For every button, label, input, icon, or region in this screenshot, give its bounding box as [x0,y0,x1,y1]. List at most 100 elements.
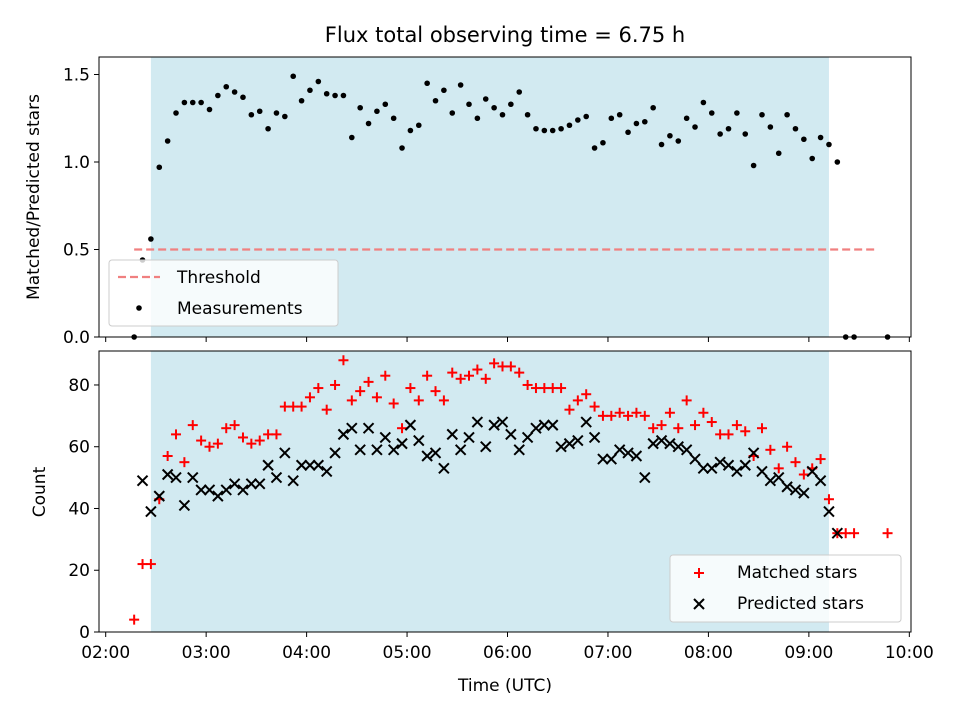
measurement-point [700,99,707,106]
y-tick-label: 80 [68,376,90,396]
measurement-point [156,164,163,171]
predicted-star-point [781,481,793,493]
predicted-star-point [664,437,676,450]
measurement-point [683,115,690,122]
measurement-point [273,110,280,116]
predicted-legend-swatch [693,598,705,610]
y-tick-label: 0.0 [63,328,90,348]
predicted-star-point [371,444,383,456]
y-tick-label: 60 [68,438,90,458]
matched-star-point [363,376,374,387]
measurement-point [323,90,330,97]
matched-star-point [179,457,190,468]
predicted-star-point [630,450,643,462]
predicted-star-point [438,462,450,475]
predicted-star-point [605,453,618,465]
matched-star-point [380,370,391,381]
measurement-point [256,108,263,115]
predicted-star-point [471,416,484,428]
matched-star-point [522,379,533,390]
predicted-star-point [547,419,559,431]
matched-star-point [355,386,366,397]
measurement-point [826,141,832,148]
predicted-star-point [320,465,333,478]
x-tick-label: 02:00 [81,643,130,663]
matched-star-point [782,441,793,452]
predicted-star-point [287,474,299,487]
measurement-point [164,138,171,144]
matched-star-point [840,528,851,539]
matched-star-point [539,383,550,394]
measurement-point [792,125,799,132]
measurement-point [415,122,422,129]
bottom-y-ticks: 0 20 40 60 80 [68,376,99,643]
measurement-point [616,111,623,118]
measurement-point [708,110,715,116]
matched-star-point [346,395,357,406]
matched-star-point [455,373,466,384]
predicted-star-point [722,459,735,471]
measurement-point [407,127,414,134]
measurement-point [541,127,548,134]
measurement-point [775,150,782,157]
matched-star-point [430,386,441,397]
predicted-star-point [521,431,534,444]
matched-star-point [489,358,500,369]
measurement-point [282,113,288,120]
predicted-star-point [697,462,710,475]
matched-star-point [304,392,315,403]
matched-star-point [597,410,608,421]
matched-star-point [740,426,751,437]
measurement-point [206,106,213,113]
measurement-point [399,145,405,151]
measurement-point [717,131,723,137]
measurement-point [181,99,188,106]
predicted-star-point [304,459,316,471]
predicted-star-point [823,505,835,518]
predicted-star-point [814,474,827,487]
matched-star-point [313,383,324,394]
matched-star-point [731,420,742,431]
matched-star-point [464,370,475,381]
matched-star-point [639,410,650,421]
matched-star-point [690,420,701,431]
matched-star-point [706,417,717,428]
matched-star-point [606,410,617,421]
matched-star-point [137,559,148,570]
measurement-point [608,115,615,122]
predicted-star-point [387,444,400,456]
measurement-point [658,141,665,148]
x-tick-label: 07:00 [583,643,632,663]
matched-star-point [254,435,265,446]
bottom-y-axis-label: Count [30,466,50,517]
x-tick-label: 04:00 [282,643,331,663]
measurement-point [809,155,816,162]
bottom-x-ticks: 02:00 03:00 04:00 05:00 06:00 07:00 08:00 09:00… [81,632,934,663]
measurement-point [834,159,841,165]
measurement-point [482,96,489,102]
bottom-panel: 0 20 40 60 80 02:00 03:00 04:00 05:00 06:00 07:00… [30,350,934,696]
predicted-star-point [228,478,241,490]
predicted-star-point [212,490,224,502]
predicted-star-point [706,462,718,475]
predicted-star-point [354,444,366,456]
chart-title: Flux total observing time = 6.75 h [325,23,685,47]
predicted-star-point [789,484,802,496]
measurement-point [575,117,581,123]
predicted-star-point [195,484,207,496]
matched-star-point [204,441,215,452]
predicted-star-point [404,419,417,431]
matched-star-point [263,429,274,440]
y-tick-label: 40 [68,499,90,519]
measurement-point [767,124,774,130]
measurement-point [725,125,732,132]
y-tick-label: 0 [79,623,90,643]
measurement-point [508,101,514,108]
matched-star-point [422,370,433,381]
matched-star-point [698,407,709,418]
predicted-star-point [446,428,458,441]
matched-star-point [773,463,784,474]
measurement-point [759,111,765,118]
matched-star-point [371,392,382,403]
predicted-star-point [153,490,165,502]
